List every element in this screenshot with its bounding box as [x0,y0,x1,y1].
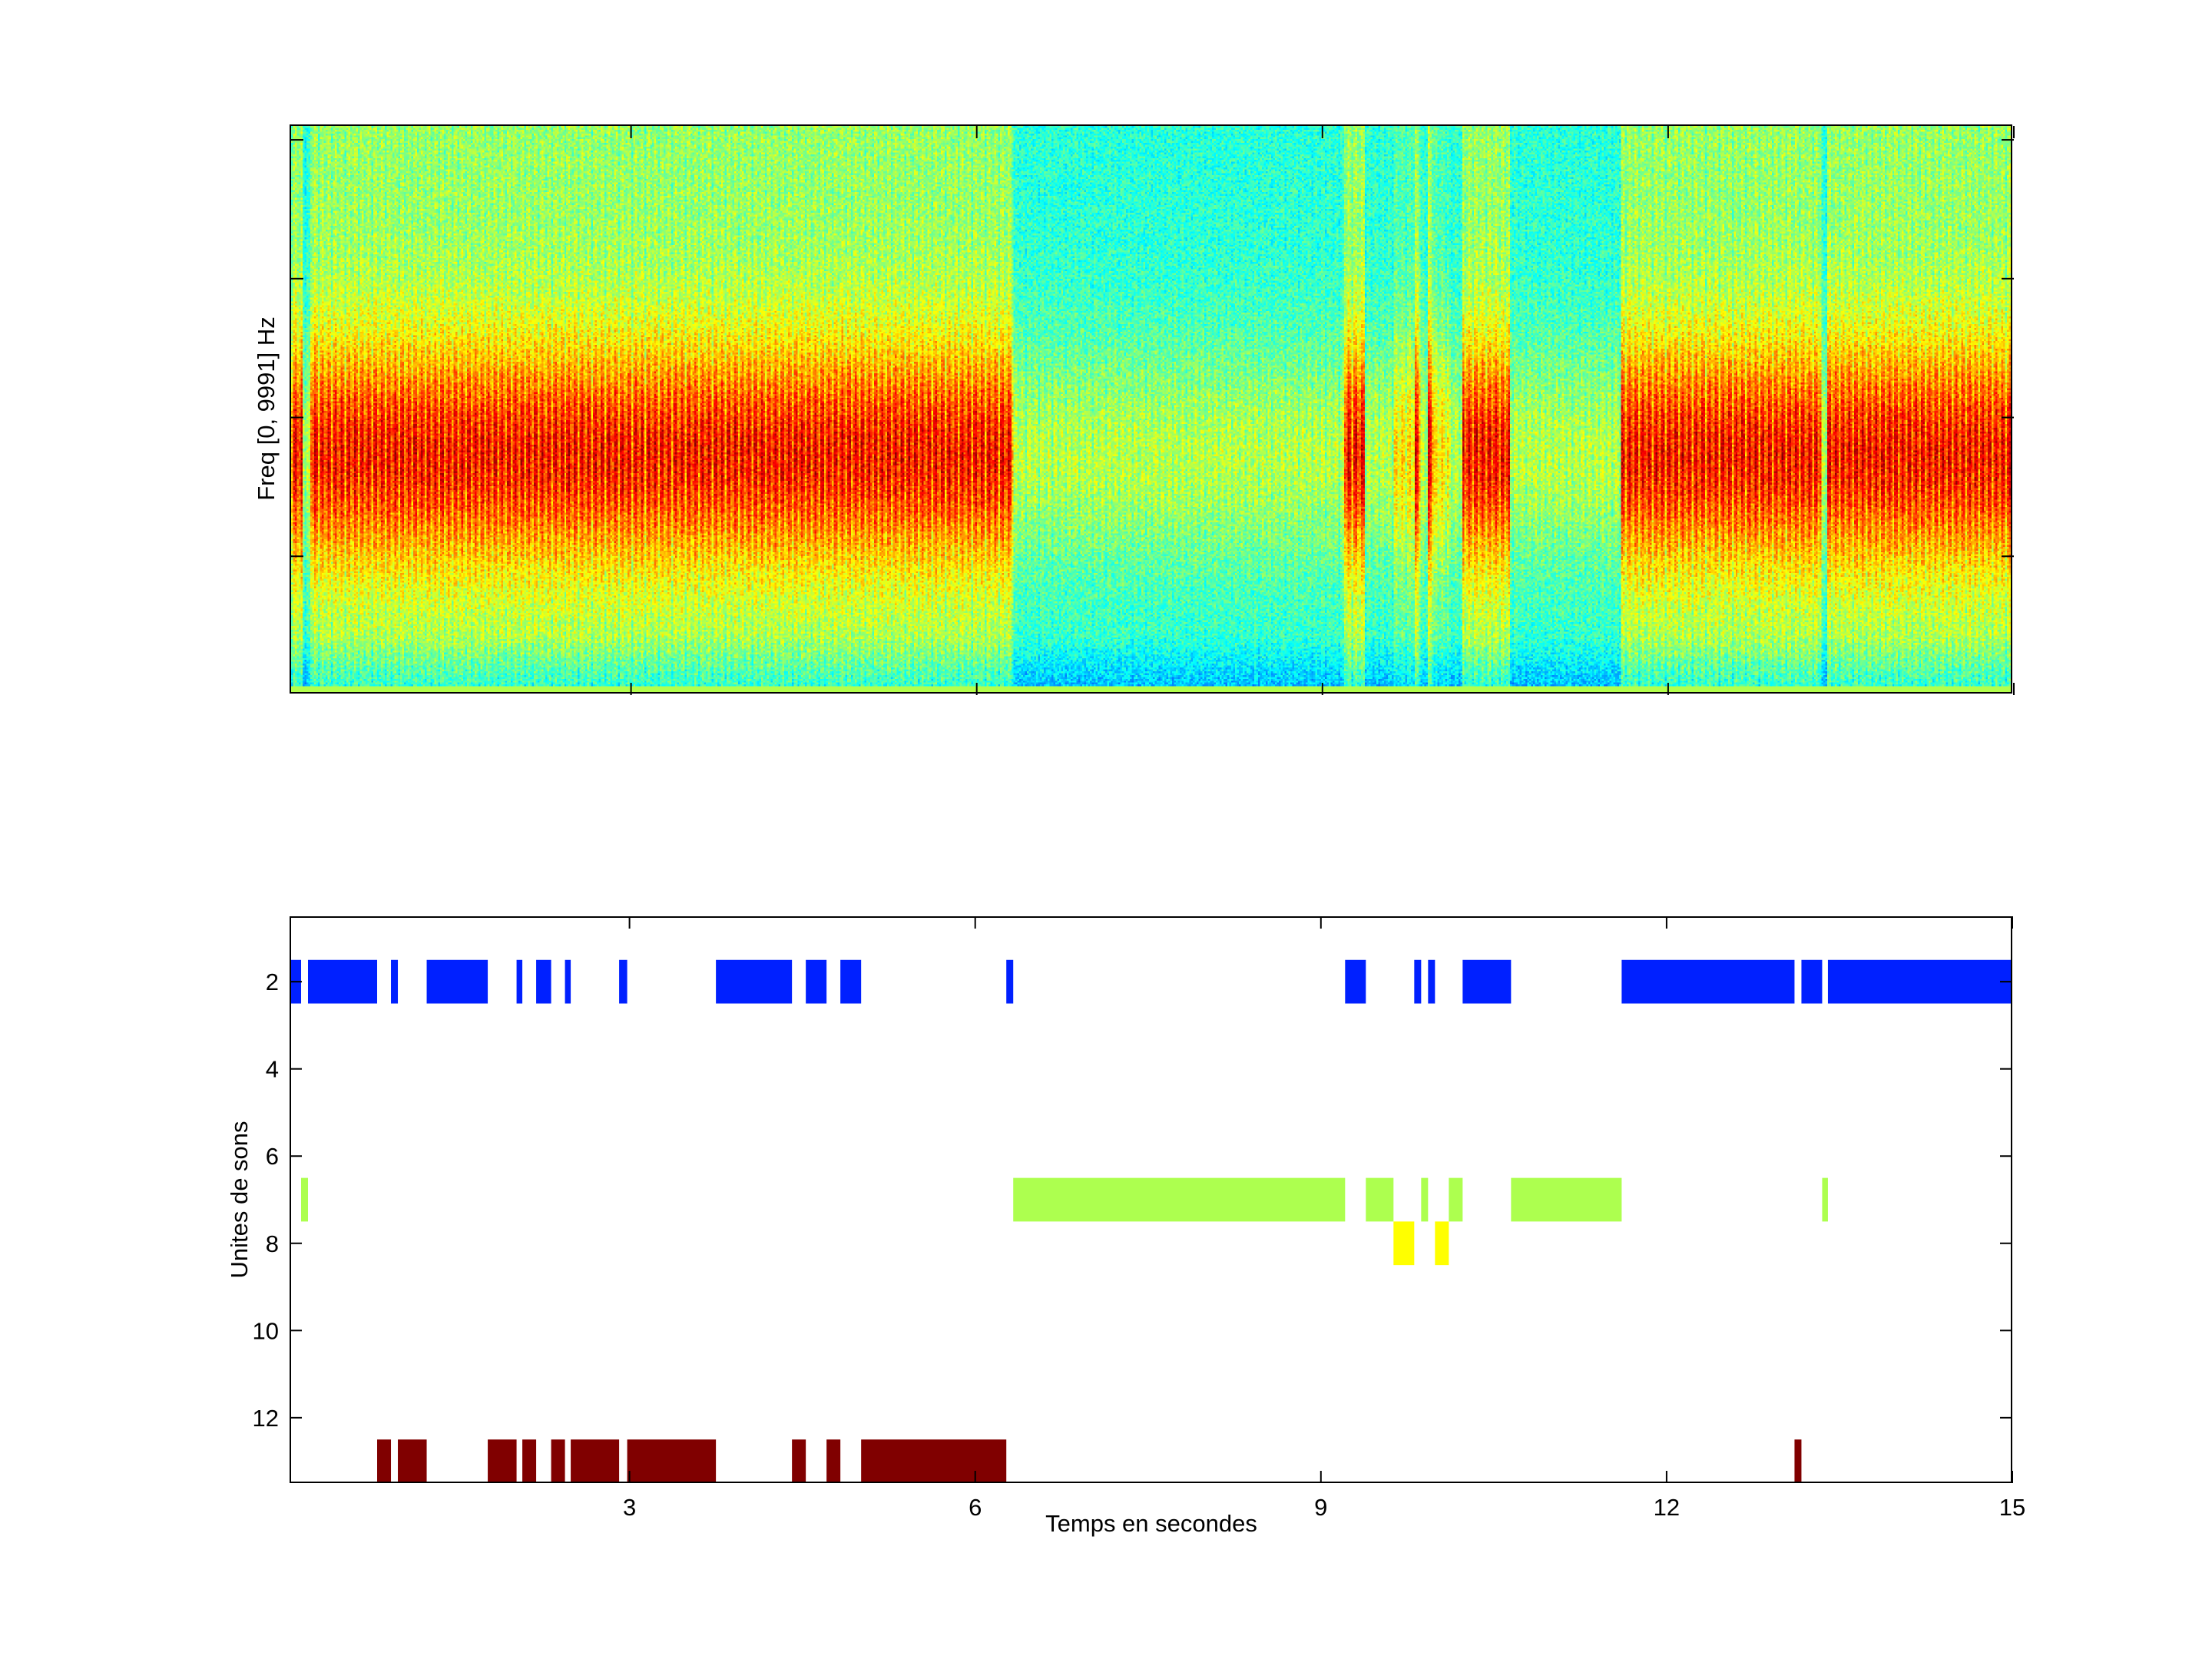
bar-segment-unit-8 [1435,1221,1449,1266]
y-tick-label: 12 [253,1405,279,1432]
spectrogram-ticks [291,126,2015,695]
bar-segment-unit-7 [301,1177,309,1222]
bar-segment-unit-2 [1827,959,2012,1004]
x-tick-label: 3 [623,1494,636,1521]
bar-segment-unit-2 [1345,959,1366,1004]
spectrogram-image [291,126,2011,692]
y-tick-label: 10 [253,1317,279,1344]
bar-segment-unit-7 [1013,1177,1346,1222]
y-tick-label: 4 [266,1056,279,1083]
bar-segment-unit-7 [1511,1177,1622,1222]
bar-segment-unit-2 [516,959,523,1004]
y-tick-label: 2 [266,969,279,995]
bar-segment-unit-2 [1414,959,1422,1004]
bar-segment-unit-2 [1428,959,1435,1004]
y-tick-label: 6 [266,1143,279,1170]
bar-segment-unit-2 [1462,959,1512,1004]
bar-segment-unit-2 [426,959,488,1004]
bar-segment-unit-2 [840,959,862,1004]
bar-segment-unit-8 [1393,1221,1415,1266]
bar-segment-unit-2 [1621,959,1795,1004]
bar-segment-unit-7 [1449,1177,1463,1222]
x-tick-label: 6 [969,1494,982,1521]
sound-units-y-label: Unites de sons [226,1121,253,1279]
bar-segment-unit-2 [308,959,378,1004]
bar-segment-unit-2 [1801,959,1823,1004]
bar-segment-unit-2 [806,959,827,1004]
bar-segment-unit-13 [551,1439,565,1483]
bar-segment-unit-13 [861,1439,1007,1483]
bar-segment-unit-2 [1006,959,1014,1004]
bar-segment-unit-13 [571,1439,620,1483]
bar-segment-unit-7 [1421,1177,1429,1222]
bar-segment-unit-2 [565,959,571,1004]
axes-frame [290,916,2012,1483]
bar-segment-unit-13 [377,1439,392,1483]
bar-segment-unit-2 [716,959,793,1004]
bar-segment-unit-7 [1822,1177,1828,1222]
bar-segment-unit-2 [391,959,399,1004]
spectrogram-y-label: Freq [0, 9991] Hz [253,316,280,501]
bar-segment-unit-13 [488,1439,517,1483]
bar-segment-unit-13 [522,1439,537,1483]
time-x-label: Temps en secondes [1045,1510,1257,1537]
x-tick-label: 15 [1999,1494,2025,1521]
x-tick-label: 12 [1654,1494,1680,1521]
x-tick-label: 9 [1314,1494,1327,1521]
y-tick-label: 8 [266,1230,279,1257]
spectrogram-axes [290,124,2015,695]
bar-segment-unit-13 [627,1439,717,1483]
bar-segment-unit-7 [1366,1177,1394,1222]
bar-segment-unit-13 [792,1439,806,1483]
bar-segment-unit-2 [619,959,628,1004]
bar-segment-unit-13 [826,1439,841,1483]
sound-units-axes: 3 6 9 12 15 2 4 6 8 10 12 [253,916,2025,1521]
bar-segment-unit-13 [1794,1439,1802,1483]
bar-segment-unit-13 [398,1439,427,1483]
bar-segment-unit-2 [536,959,551,1004]
